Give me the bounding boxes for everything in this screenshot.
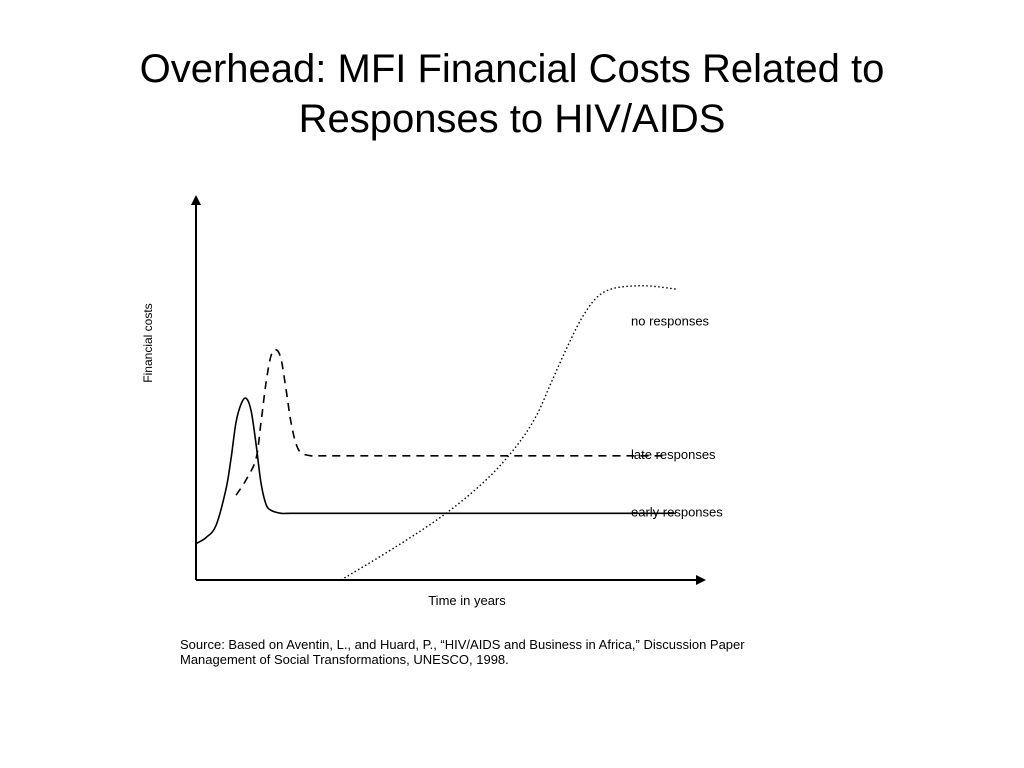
x-axis-label: Time in years: [428, 593, 506, 608]
slide-title-line-2: Responses to HIV/AIDS: [298, 97, 726, 141]
slide-title-line-1: Overhead: MFI Financial Costs Related to: [139, 47, 885, 91]
series-layer: [195, 285, 677, 581]
series-line-late-responses: [235, 348, 666, 496]
series-label-early-responses: early responses: [631, 504, 723, 519]
series-label-late-responses: late responses: [631, 447, 716, 462]
source-line-2: Management of Social Transformations, UN…: [180, 652, 509, 667]
slide-title: Overhead: MFI Financial Costs Related to…: [0, 44, 1024, 144]
series-line-no-responses: [340, 285, 677, 581]
source-citation: Source: Based on Aventin, L., and Huard,…: [180, 637, 745, 667]
series-label-no-responses: no responses: [631, 314, 710, 329]
y-axis-label: Financial costs: [141, 303, 155, 382]
source-line-1: Source: Based on Aventin, L., and Huard,…: [180, 637, 745, 652]
series-line-early-responses: [195, 397, 676, 545]
